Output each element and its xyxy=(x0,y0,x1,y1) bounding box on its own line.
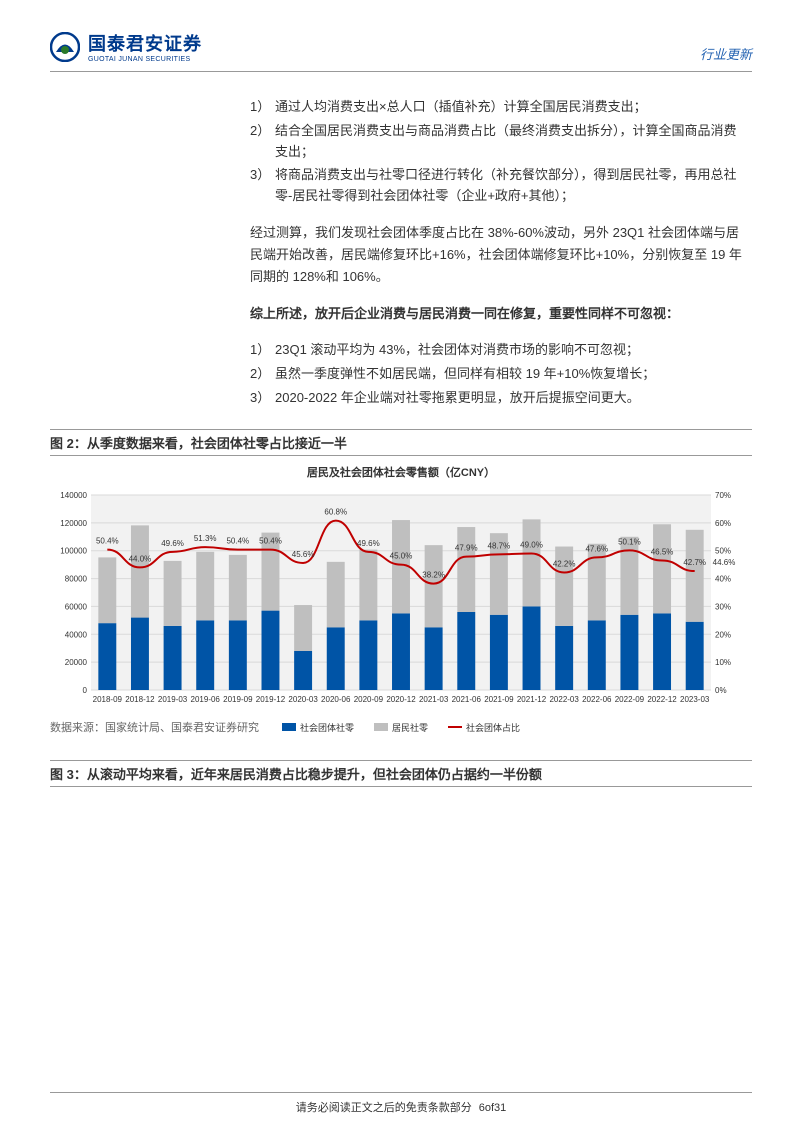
svg-text:48.7%: 48.7% xyxy=(488,541,511,550)
svg-text:2021-12: 2021-12 xyxy=(517,695,547,704)
svg-text:0: 0 xyxy=(83,686,88,695)
svg-text:51.3%: 51.3% xyxy=(194,534,217,543)
svg-text:38.2%: 38.2% xyxy=(422,570,445,579)
svg-text:120000: 120000 xyxy=(60,519,87,528)
page-header: 国泰君安证券 GUOTAI JUNAN SECURITIES 行业更新 xyxy=(50,30,752,72)
logo-en-text: GUOTAI JUNAN SECURITIES xyxy=(88,56,202,63)
paragraph-2-bold: 综上所述，放开后企业消费与居民消费一同在修复，重要性同样不可忽视： xyxy=(250,303,742,325)
page-footer: 请务必阅读正文之后的免责条款部分 6of31 xyxy=(0,1092,802,1115)
svg-text:49.6%: 49.6% xyxy=(357,539,380,548)
legend-item-3: 社会团体占比 xyxy=(448,721,520,734)
svg-text:50.4%: 50.4% xyxy=(96,536,119,545)
svg-text:50.1%: 50.1% xyxy=(618,537,641,546)
svg-text:46.5%: 46.5% xyxy=(651,547,674,556)
footer-disclaimer: 请务必阅读正文之后的免责条款部分 xyxy=(296,1102,472,1114)
svg-text:2019-12: 2019-12 xyxy=(256,695,286,704)
figure-2-chart: 居民及社会团体社会零售额（亿CNY） 0 20000 40000 60000 80000… xyxy=(50,464,752,714)
logo-cn-text: 国泰君安证券 xyxy=(88,30,202,56)
chart-legend: 社会团体社零 居民社零 社会团体占比 xyxy=(50,721,752,734)
legend-label-1: 社会团体社零 xyxy=(300,721,354,734)
legend-label-3: 社会团体占比 xyxy=(466,721,520,734)
list-item: 1）通过人均消费支出×总人口（插值补充）计算全国居民消费支出； xyxy=(250,97,742,118)
svg-text:0%: 0% xyxy=(715,686,727,695)
svg-text:60.8%: 60.8% xyxy=(324,507,347,516)
svg-text:2020-03: 2020-03 xyxy=(288,695,318,704)
figure-2-caption: 图 2：从季度数据来看，社会团体社零占比接近一半 xyxy=(50,429,752,456)
svg-text:45.0%: 45.0% xyxy=(390,551,413,560)
company-logo-icon xyxy=(50,32,80,62)
doc-type-label: 行业更新 xyxy=(700,44,752,63)
svg-text:70%: 70% xyxy=(715,491,731,500)
list-item: 2）结合全国居民消费支出与商品消费占比（最终消费支出拆分），计算全国商品消费支出… xyxy=(250,121,742,163)
numbered-list-2: 1）23Q1 滚动平均为 43%，社会团体对消费市场的影响不可忽视； 2）虽然一季… xyxy=(250,340,742,408)
svg-text:2020-09: 2020-09 xyxy=(354,695,384,704)
svg-text:2021-06: 2021-06 xyxy=(452,695,482,704)
svg-text:140000: 140000 xyxy=(60,491,87,500)
svg-text:2022-12: 2022-12 xyxy=(647,695,677,704)
svg-text:20000: 20000 xyxy=(65,658,88,667)
svg-text:2019-09: 2019-09 xyxy=(223,695,253,704)
chart-svg: 0 20000 40000 60000 80000 100000 120000 140000 0… xyxy=(50,485,752,720)
svg-text:47.6%: 47.6% xyxy=(585,544,608,553)
svg-text:2019-03: 2019-03 xyxy=(158,695,188,704)
svg-text:40000: 40000 xyxy=(65,630,88,639)
svg-text:42.7%: 42.7% xyxy=(683,558,706,567)
svg-text:50%: 50% xyxy=(715,546,731,555)
svg-text:49.0%: 49.0% xyxy=(520,540,543,549)
svg-text:40%: 40% xyxy=(715,574,731,583)
logo-block: 国泰君安证券 GUOTAI JUNAN SECURITIES xyxy=(50,30,202,63)
legend-item-2: 居民社零 xyxy=(374,721,428,734)
svg-text:50.4%: 50.4% xyxy=(259,536,282,545)
svg-text:100000: 100000 xyxy=(60,546,87,555)
svg-text:44.0%: 44.0% xyxy=(129,554,152,563)
legend-label-2: 居民社零 xyxy=(392,721,428,734)
svg-text:2022-06: 2022-06 xyxy=(582,695,612,704)
list-item: 3）将商品消费支出与社零口径进行转化（补充餐饮部分），得到居民社零，再用总社零-… xyxy=(250,165,742,207)
svg-text:45.6%: 45.6% xyxy=(292,550,315,559)
svg-text:2020-12: 2020-12 xyxy=(386,695,416,704)
svg-text:42.2%: 42.2% xyxy=(553,559,576,568)
svg-text:2018-12: 2018-12 xyxy=(125,695,155,704)
svg-text:60%: 60% xyxy=(715,519,731,528)
svg-text:44.6%: 44.6% xyxy=(713,558,736,567)
svg-text:30%: 30% xyxy=(715,602,731,611)
svg-text:50.4%: 50.4% xyxy=(226,536,249,545)
paragraph-1: 经过测算，我们发现社会团体季度占比在 38%-60%波动，另外 23Q1 社会团… xyxy=(250,222,742,288)
list-item: 1）23Q1 滚动平均为 43%，社会团体对消费市场的影响不可忽视； xyxy=(250,340,742,361)
svg-text:60000: 60000 xyxy=(65,602,88,611)
list-item: 3）2020-2022 年企业端对社零拖累更明显，放开后提振空间更大。 xyxy=(250,388,742,409)
svg-text:2021-03: 2021-03 xyxy=(419,695,449,704)
svg-text:20%: 20% xyxy=(715,630,731,639)
legend-item-1: 社会团体社零 xyxy=(282,721,354,734)
footer-page-number: 6of31 xyxy=(479,1102,507,1114)
svg-text:2022-03: 2022-03 xyxy=(549,695,579,704)
svg-text:2018-09: 2018-09 xyxy=(93,695,123,704)
list-item: 2）虽然一季度弹性不如居民端，但同样有相较 19 年+10%恢复增长； xyxy=(250,364,742,385)
svg-text:2019-06: 2019-06 xyxy=(191,695,221,704)
body-content: 1）通过人均消费支出×总人口（插值补充）计算全国居民消费支出； 2）结合全国居民消… xyxy=(50,97,752,409)
svg-text:10%: 10% xyxy=(715,658,731,667)
svg-text:2023-03: 2023-03 xyxy=(680,695,710,704)
svg-text:80000: 80000 xyxy=(65,574,88,583)
numbered-list-1: 1）通过人均消费支出×总人口（插值补充）计算全国居民消费支出； 2）结合全国居民消… xyxy=(250,97,742,207)
svg-text:2020-06: 2020-06 xyxy=(321,695,351,704)
svg-text:2022-09: 2022-09 xyxy=(615,695,645,704)
figure-3-caption: 图 3：从滚动平均来看，近年来居民消费占比稳步提升，但社会团体仍占据约一半份额 xyxy=(50,760,752,787)
svg-text:47.9%: 47.9% xyxy=(455,543,478,552)
svg-text:49.6%: 49.6% xyxy=(161,539,184,548)
chart-title: 居民及社会团体社会零售额（亿CNY） xyxy=(50,464,752,480)
svg-text:2021-09: 2021-09 xyxy=(484,695,514,704)
